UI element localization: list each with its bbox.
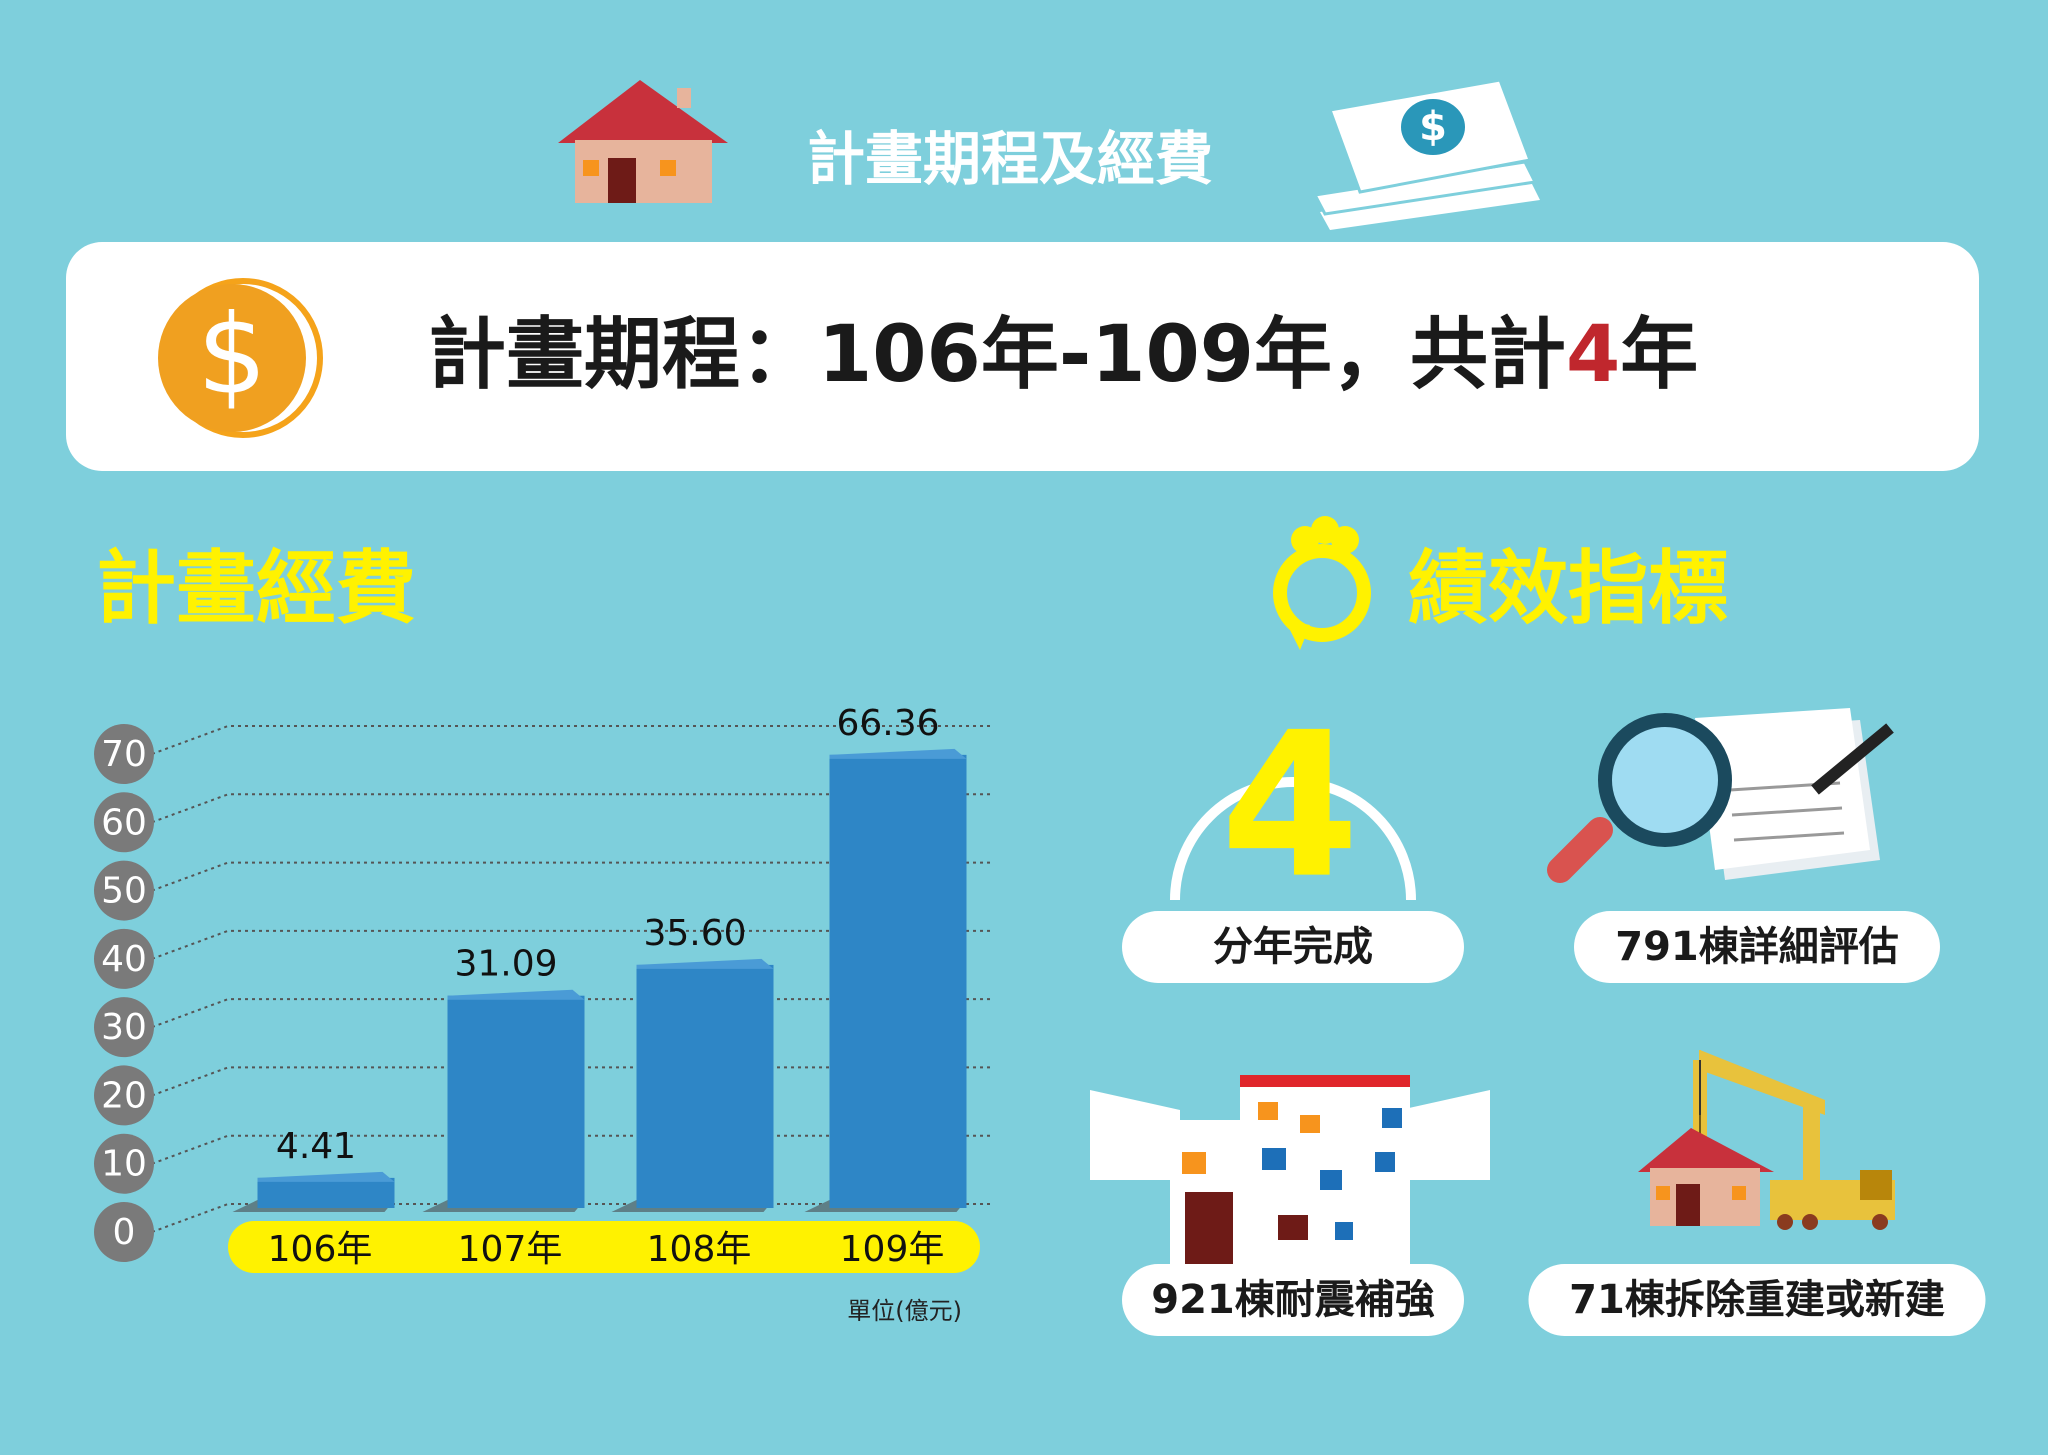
bar-top xyxy=(447,989,585,1000)
grid-line xyxy=(151,793,993,824)
bar xyxy=(257,1177,395,1208)
indicator-label: 71棟拆除重建或新建 xyxy=(1569,1277,1945,1323)
schedule-suffix: 年 xyxy=(1620,310,1698,400)
value-label: 66.36 xyxy=(836,703,939,744)
indicator-icon xyxy=(1273,516,1371,650)
schedule-text: 計畫期程：106年-109年，共計4年 xyxy=(428,310,1698,400)
y-tick-bubble xyxy=(94,1202,154,1262)
indicator-label: 921棟耐震補強 xyxy=(1151,1277,1435,1323)
y-tick-label: 70 xyxy=(101,734,147,775)
value-label: 35.60 xyxy=(643,913,746,954)
value-label: 4.41 xyxy=(276,1126,356,1167)
bar-top xyxy=(636,958,774,969)
bar xyxy=(447,995,585,1208)
indicator-pill xyxy=(1122,911,1464,983)
category-band xyxy=(228,1221,980,1273)
grid-line xyxy=(151,861,993,892)
x-tick-label: 109年 xyxy=(840,1229,945,1270)
y-tick-label: 20 xyxy=(101,1075,147,1116)
grid-line xyxy=(151,929,993,960)
y-tick-bubble xyxy=(94,1065,154,1126)
y-tick-bubble xyxy=(94,860,154,921)
indicator-pill xyxy=(1528,1264,1986,1336)
y-tick-label: 10 xyxy=(101,1144,147,1185)
crane-icon xyxy=(1638,1050,1895,1230)
bar-top xyxy=(257,1171,395,1182)
indicator-number: 4 xyxy=(1220,690,1359,923)
bar xyxy=(829,754,967,1208)
house-icon xyxy=(558,80,728,203)
y-tick-bubble xyxy=(94,1133,154,1194)
grid-line xyxy=(151,725,993,755)
page-title: 計畫期程及經費 xyxy=(807,125,1213,193)
indicator-label: 分年完成 xyxy=(1213,924,1373,970)
x-tick-label: 107年 xyxy=(458,1229,563,1270)
y-tick-bubble xyxy=(94,792,154,853)
y-tick-bubble xyxy=(94,928,154,989)
magnifier-icon xyxy=(1547,708,1894,883)
y-tick-label: 30 xyxy=(101,1007,147,1048)
money-icon: $ xyxy=(1312,78,1540,230)
schedule-box xyxy=(66,242,1979,471)
y-tick-label: 60 xyxy=(101,802,147,843)
unit-note: 單位(億元) xyxy=(847,1297,962,1325)
bar-chart: 0 10 20 30 40 50 60 70 4.41 106年 31.09 107年 35.60 108… xyxy=(94,703,993,1270)
gauge-arc xyxy=(1170,777,1416,901)
indicators-title: 績效指標 xyxy=(1408,542,1728,635)
indicator-pill xyxy=(1122,1264,1464,1336)
bar-top xyxy=(829,748,967,759)
value-label: 31.09 xyxy=(454,944,557,985)
y-tick-label: 40 xyxy=(101,939,147,980)
coin-icon: $ xyxy=(158,278,323,438)
x-tick-label: 106年 xyxy=(268,1229,373,1270)
building-icon xyxy=(1090,1075,1490,1272)
x-tick-label: 108年 xyxy=(647,1229,752,1270)
indicator-label: 791棟詳細評估 xyxy=(1615,924,1899,970)
schedule-label: 計畫期程：106年-109年，共計 xyxy=(428,310,1566,400)
svg-text:$: $ xyxy=(1419,104,1447,150)
bar xyxy=(636,964,774,1208)
indicator-pill xyxy=(1574,911,1940,983)
schedule-highlight: 4 xyxy=(1566,310,1620,400)
chart-title: 計畫經費 xyxy=(96,542,416,635)
indicator-pills: 分年完成 791棟詳細評估 921棟耐震補強 71棟拆除重建或新建 xyxy=(1122,911,1986,1336)
y-tick-bubble xyxy=(94,724,154,784)
y-tick-label: 50 xyxy=(101,871,147,912)
svg-text:$: $ xyxy=(197,290,267,418)
y-tick-bubble xyxy=(94,997,154,1058)
y-tick-label: 0 xyxy=(113,1212,136,1253)
